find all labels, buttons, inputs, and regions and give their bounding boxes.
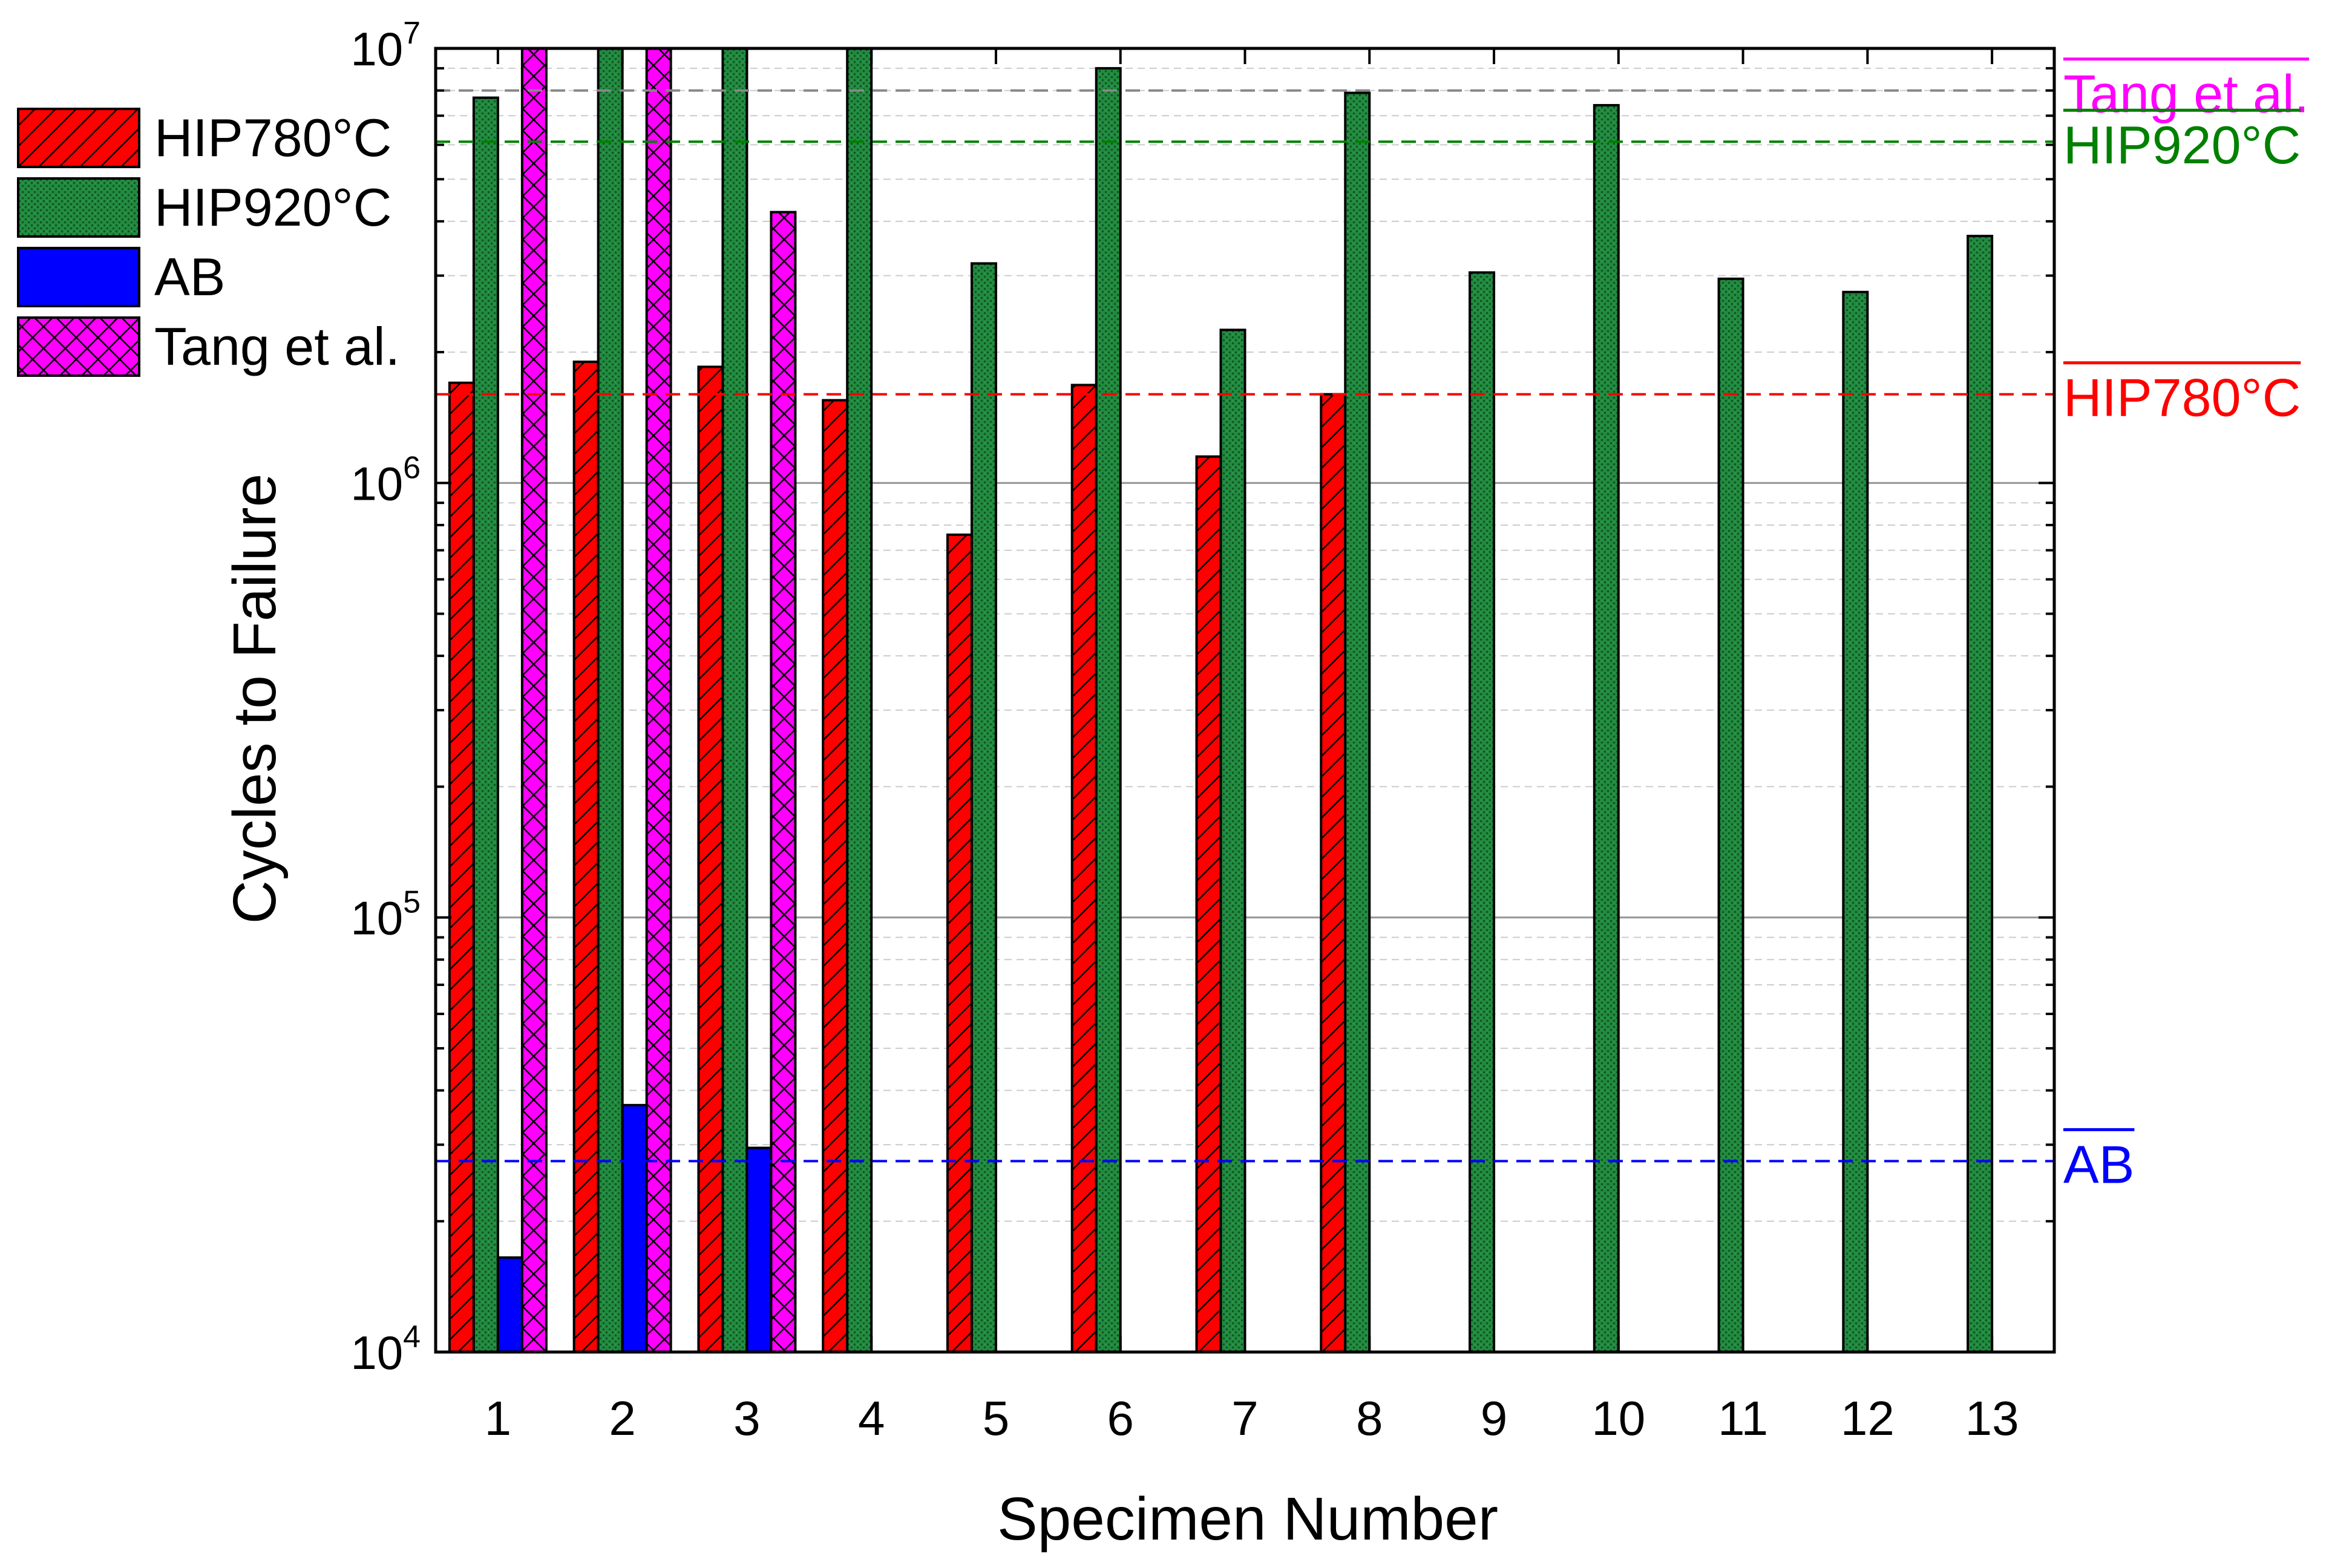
y-axis: 104 105 106 107 [350,16,2054,1379]
bar-hip920-c-7 [1219,328,1246,1353]
bar-hip920-c-4 [846,47,873,1353]
legend-label: Tang et al. [154,316,400,376]
reference-label-hip920-c: HIP920°C [2063,115,2301,175]
bar-hip780-c-2 [572,361,600,1353]
bar-hip920-c-1 [472,96,499,1353]
legend-swatch-ab [17,247,140,307]
bar-hip920-c-10 [1593,103,1620,1353]
bar-ab-3 [745,1146,773,1354]
bar-hip780-c-6 [1070,384,1098,1353]
x-axis: 1 2 3 4 5 6 7 8 9 10 11 12 13 [485,48,2019,1445]
bar-hip920-c-9 [1469,271,1496,1354]
reference-lines: Tang et al.HIP920°C HIP780°C AB [436,57,2310,1194]
bar-tang-et-al--3 [770,211,797,1354]
bar-hip920-c-12 [1842,290,1869,1354]
bar-ab-2 [621,1103,648,1354]
reference-label-ab: AB [2063,1134,2134,1194]
x-tick-label: 9 [1481,1391,1508,1445]
legend-swatch-hip780-c [17,108,140,168]
legend-label: HIP920°C [154,177,391,237]
bar-hip780-c-4 [822,399,849,1354]
legend-label: HIP780°C [154,108,391,168]
bar-tang-et-al--1 [520,47,548,1353]
x-tick-label: 3 [733,1391,761,1445]
bar-hip920-c-6 [1095,67,1122,1353]
bar-hip920-c-8 [1344,91,1371,1354]
y-tick-label: 104 [350,1319,421,1379]
x-tick-label: 13 [1965,1391,2019,1445]
legend-swatch-hip920-c [17,177,140,238]
y-tick-label: 107 [350,16,421,76]
x-tick-label: 2 [609,1391,636,1445]
y-tick-label: 106 [350,450,421,510]
bar-hip920-c-13 [1967,235,1994,1354]
bar-hip920-c-11 [1717,277,1744,1354]
reference-label-hip780-c: HIP780°C [2063,368,2301,428]
bar-hip920-c-5 [970,262,997,1353]
legend: HIP780°C HIP920°C AB Tang et al. [17,108,400,377]
bar-ab-1 [496,1256,523,1353]
bar-hip780-c-8 [1320,393,1347,1353]
x-axis-label: Specimen Number [997,1485,1498,1553]
x-tick-label: 8 [1356,1391,1383,1445]
bar-hip780-c-7 [1195,455,1222,1353]
x-tick-label: 7 [1231,1391,1259,1445]
bar-hip920-c-3 [721,47,748,1353]
x-tick-label: 4 [858,1391,885,1445]
bar-hip780-c-5 [946,533,973,1354]
y-axis-label: Cycles to Failure [221,474,289,924]
x-tick-label: 12 [1841,1391,1895,1445]
x-tick-label: 11 [1718,1391,1768,1445]
legend-swatch-tang-et-al- [17,316,140,377]
bars-group [448,47,1994,1354]
legend-label: AB [154,247,225,307]
bar-hip920-c-2 [597,47,624,1353]
x-tick-label: 10 [1591,1391,1645,1445]
reference-label-tang-et-al-: Tang et al. [2063,64,2309,124]
bar-tang-et-al--2 [645,47,672,1353]
x-tick-label: 6 [1107,1391,1134,1445]
y-tick-label: 105 [350,885,421,945]
bar-hip780-c-3 [697,365,724,1354]
bar-hip780-c-1 [448,381,475,1353]
x-tick-label: 1 [485,1391,512,1445]
x-tick-label: 5 [983,1391,1010,1445]
